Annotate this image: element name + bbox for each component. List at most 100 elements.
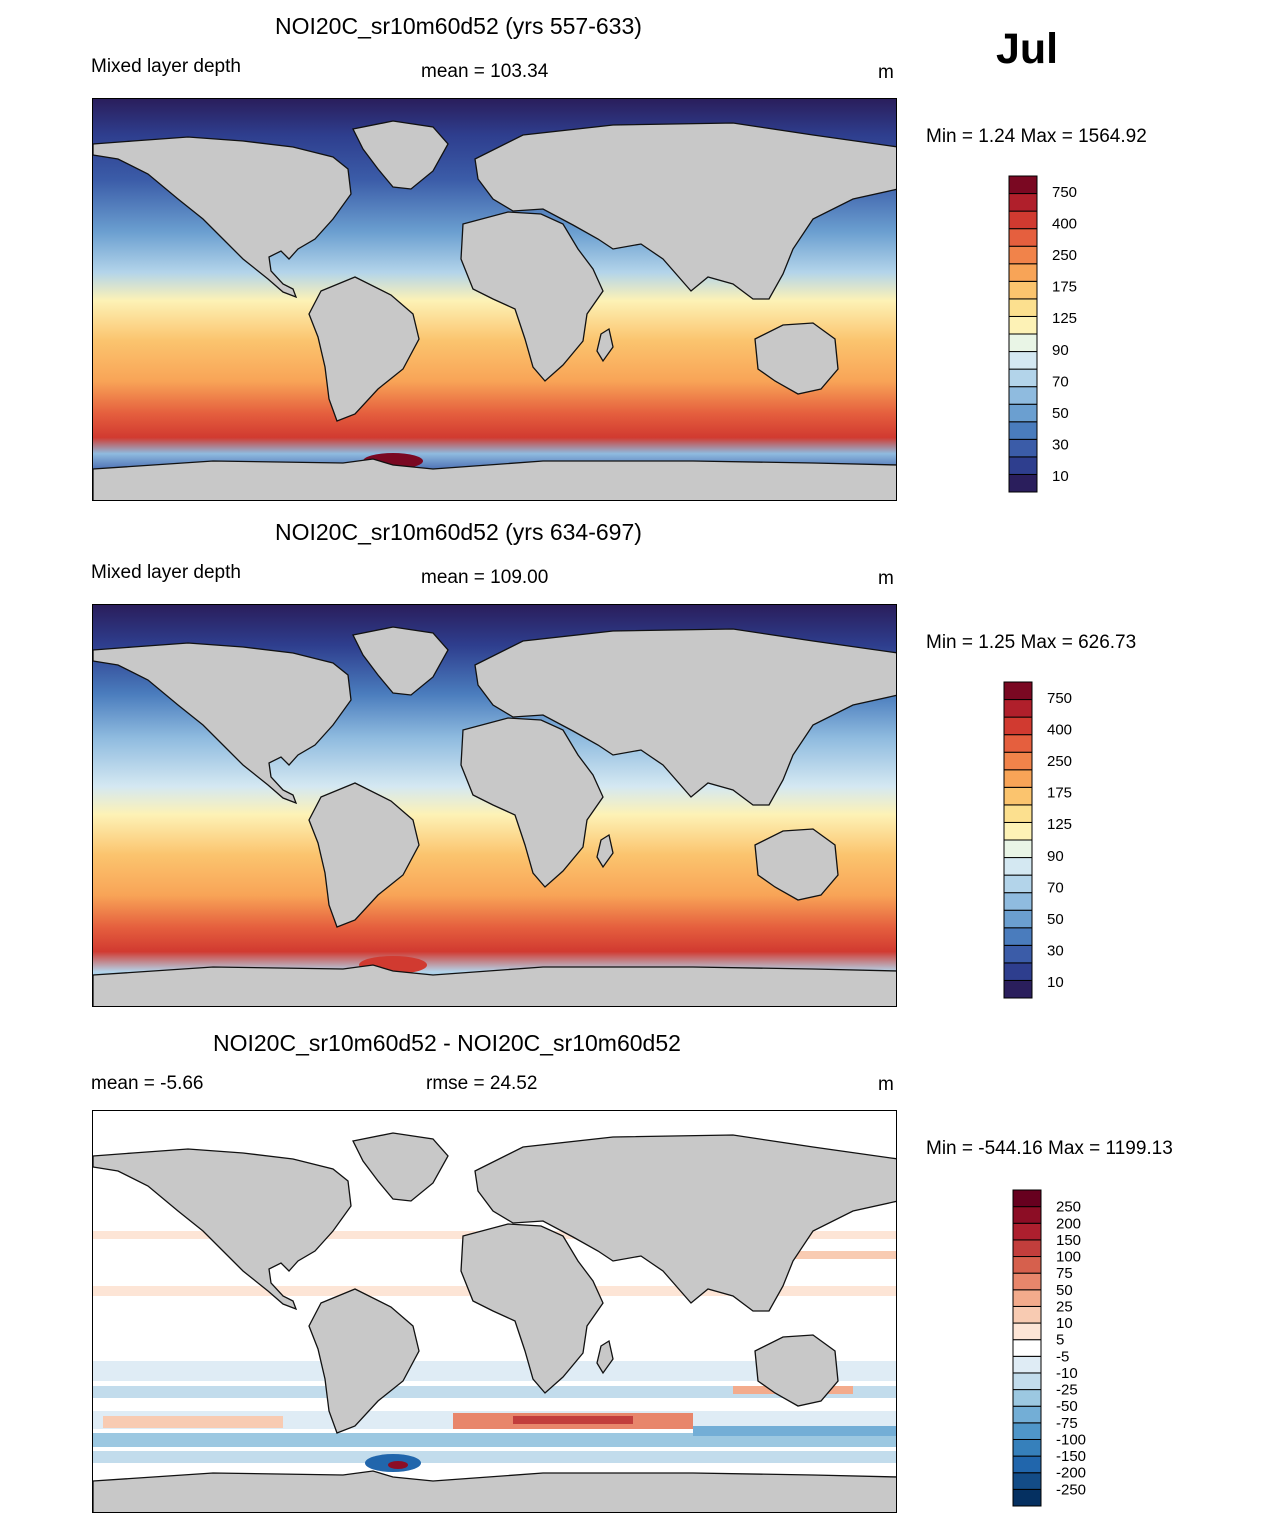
colorbar-segment	[1008, 280, 1038, 300]
colorbar-tick-label: 175	[1047, 785, 1072, 802]
colorbar-tick-label: 50	[1052, 405, 1069, 422]
colorbar-segment	[1012, 1256, 1042, 1274]
world-map-panel	[92, 98, 897, 501]
colorbar-tick-label: 5	[1056, 1332, 1064, 1349]
colorbar-segment	[1003, 962, 1033, 981]
colorbar-segment	[1008, 351, 1038, 370]
colorbar-tick-label: -25	[1056, 1382, 1078, 1399]
colorbar-tick-label: 30	[1052, 437, 1069, 454]
map-svg	[93, 605, 896, 1006]
map-svg	[93, 1111, 896, 1512]
colorbar-segment	[1012, 1289, 1042, 1307]
colorbar-tick-label: 50	[1047, 911, 1064, 928]
colorbar-tick-label: 125	[1052, 310, 1077, 327]
colorbar-tick-label: -100	[1056, 1431, 1086, 1448]
colorbar-tick-label: -50	[1056, 1398, 1078, 1415]
colorbar-tick-label: 250	[1056, 1199, 1081, 1216]
colorbar: 750 400 250 175 125 90 70 50 30 10	[1003, 681, 1072, 999]
colorbar-tick-label: 90	[1047, 848, 1064, 865]
colorbar-tick-label: 125	[1047, 816, 1072, 833]
colorbar-tick-label: 150	[1056, 1232, 1081, 1249]
mean-label: mean = -5.66	[91, 1073, 204, 1094]
colorbar-tick-label: 175	[1052, 279, 1077, 296]
colorbar-segment	[1008, 333, 1038, 353]
colorbar-segment	[1003, 804, 1033, 823]
colorbar: 750 400 250 175 125 90 70 50 30 10	[1008, 175, 1077, 493]
colorbar-tick-label: 200	[1056, 1215, 1081, 1232]
colorbar-segment	[1012, 1189, 1042, 1208]
variable-label: Mixed layer depth	[91, 562, 241, 583]
min-max-label: Min = 1.24 Max = 1564.92	[926, 126, 1147, 147]
min-max-label: Min = 1.25 Max = 626.73	[926, 632, 1137, 653]
colorbar-tick-label: 10	[1047, 974, 1064, 991]
colorbar-tick-label: 750	[1047, 690, 1072, 707]
colorbar-segment	[1003, 786, 1033, 806]
colorbar-tick-label: -5	[1056, 1348, 1069, 1365]
units-label: m	[878, 62, 894, 83]
colorbar-segment	[1008, 368, 1038, 388]
colorbar-tick-label: 10	[1052, 468, 1069, 485]
colorbar-segment	[1012, 1239, 1042, 1258]
mean-label: mean = 109.00	[421, 567, 549, 588]
colorbar-segment	[1003, 699, 1033, 718]
colorbar-segment	[1008, 421, 1038, 440]
colorbar-tick-label: 400	[1047, 721, 1072, 738]
colorbar-tick-label: -150	[1056, 1448, 1086, 1465]
world-map-panel	[92, 1110, 897, 1513]
colorbar-tick-label: 50	[1056, 1282, 1073, 1299]
colorbar-segment	[1003, 839, 1033, 859]
colorbar-segment	[1008, 438, 1038, 458]
colorbar-segment	[1003, 716, 1033, 736]
panel-title: NOI20C_sr10m60d52 (yrs 634-697)	[275, 519, 642, 545]
min-max-label: Min = -544.16 Max = 1199.13	[926, 1138, 1173, 1159]
colorbar-segment	[1012, 1438, 1042, 1457]
colorbar-segment	[1003, 751, 1033, 771]
world-map-panel	[92, 604, 897, 1007]
colorbar-segment	[1003, 857, 1033, 876]
colorbar-tick-label: 90	[1052, 342, 1069, 359]
colorbar-segment	[1012, 1372, 1042, 1391]
colorbar-tick-label: 250	[1047, 753, 1072, 770]
colorbar: 250200150100755025105-5-10-25-50-75-100-…	[1012, 1189, 1086, 1507]
colorbar-tick-label: 10	[1056, 1315, 1073, 1332]
colorbar-tick-label: 30	[1047, 943, 1064, 960]
colorbar-segment	[1008, 175, 1038, 195]
mean-label: mean = 103.34	[421, 61, 549, 82]
colorbar-tick-label: 25	[1056, 1298, 1073, 1315]
colorbar-tick-label: -200	[1056, 1465, 1086, 1482]
colorbar-segment	[1008, 456, 1038, 475]
colorbar-tick-label: 750	[1052, 184, 1077, 201]
rmse-label: rmse = 24.52	[426, 1073, 538, 1094]
colorbar-segment	[1012, 1472, 1042, 1490]
colorbar-tick-label: -75	[1056, 1415, 1078, 1432]
panel-title: NOI20C_sr10m60d52 (yrs 557-633)	[275, 13, 642, 39]
colorbar-segment	[1003, 892, 1033, 911]
colorbar-segment	[1008, 298, 1038, 317]
colorbar-segment	[1008, 263, 1038, 282]
units-label: m	[878, 568, 894, 589]
colorbar-segment	[1003, 769, 1033, 788]
colorbar-segment	[1008, 473, 1038, 493]
colorbar-segment	[1003, 927, 1033, 946]
colorbar-tick-label: 100	[1056, 1249, 1081, 1266]
colorbar-segment	[1012, 1355, 1042, 1374]
colorbar-segment	[1012, 1389, 1042, 1407]
colorbar-segment	[1008, 315, 1038, 335]
colorbar-segment	[1003, 979, 1033, 999]
colorbar-segment	[1012, 1488, 1042, 1507]
colorbar-segment	[1012, 1222, 1042, 1241]
colorbar-tick-label: 70	[1052, 373, 1069, 390]
colorbar-segment	[1003, 909, 1033, 929]
variable-label: Mixed layer depth	[91, 56, 241, 77]
colorbar-segment	[1008, 210, 1038, 230]
colorbar-segment	[1003, 944, 1033, 964]
colorbar-segment	[1008, 228, 1038, 247]
colorbar-segment	[1003, 681, 1033, 701]
units-label: m	[878, 1074, 894, 1095]
colorbar-tick-label: 75	[1056, 1265, 1073, 1282]
month-label: Jul	[996, 25, 1059, 73]
colorbar-segment	[1012, 1339, 1042, 1357]
map-svg	[93, 99, 896, 500]
colorbar-segment	[1012, 1305, 1042, 1324]
panel-title: NOI20C_sr10m60d52 - NOI20C_sr10m60d52	[213, 1030, 681, 1056]
